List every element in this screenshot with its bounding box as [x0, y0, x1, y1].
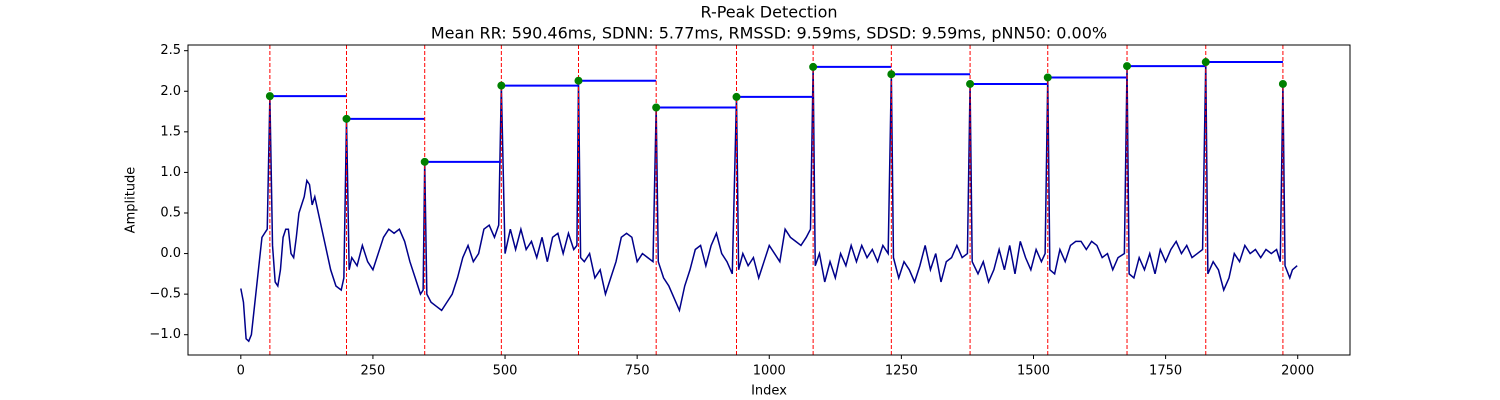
y-tick-label: −1.0 — [149, 327, 181, 342]
y-tick-label: 1.0 — [160, 165, 181, 180]
y-tick-label: 2.0 — [160, 84, 181, 99]
x-tick-label: 2000 — [1281, 364, 1314, 379]
y-axis-label: Amplitude — [124, 167, 139, 234]
peak-marker — [265, 92, 274, 101]
peak-marker — [966, 79, 975, 88]
y-tick-label: 2.5 — [160, 43, 181, 58]
x-axis-label: Index — [751, 384, 787, 399]
peak-marker — [1043, 73, 1052, 82]
peak-marker — [574, 76, 583, 85]
y-tick-label: 0.5 — [160, 205, 181, 220]
x-tick-label: 1250 — [885, 364, 918, 379]
y-tick-label: 0.0 — [160, 246, 181, 261]
y-tick-label: −0.5 — [149, 287, 181, 302]
peak-marker — [342, 114, 351, 123]
peak-marker — [1201, 58, 1210, 67]
x-tick-label: 1500 — [1017, 364, 1050, 379]
chart-title: R-Peak Detection — [700, 3, 837, 22]
peak-marker — [809, 62, 818, 71]
peak-marker — [420, 157, 429, 166]
x-tick-label: 250 — [361, 364, 386, 379]
peak-marker — [1123, 62, 1132, 71]
y-tick-label: 1.5 — [160, 124, 181, 139]
peak-marker — [732, 92, 741, 101]
peak-marker — [497, 81, 506, 90]
peak-marker — [652, 103, 661, 112]
peak-marker — [887, 70, 896, 79]
signal-line — [240, 62, 1298, 343]
peak-marker — [1278, 79, 1287, 88]
x-tick-label: 500 — [493, 364, 518, 379]
x-tick-label: 0 — [237, 364, 245, 379]
x-tick-label: 1000 — [753, 364, 786, 379]
plot-frame — [187, 44, 1351, 356]
x-tick-label: 1750 — [1149, 364, 1182, 379]
x-tick-label: 750 — [625, 364, 650, 379]
chart-subtitle: Mean RR: 590.46ms, SDNN: 5.77ms, RMSSD: … — [431, 24, 1107, 43]
